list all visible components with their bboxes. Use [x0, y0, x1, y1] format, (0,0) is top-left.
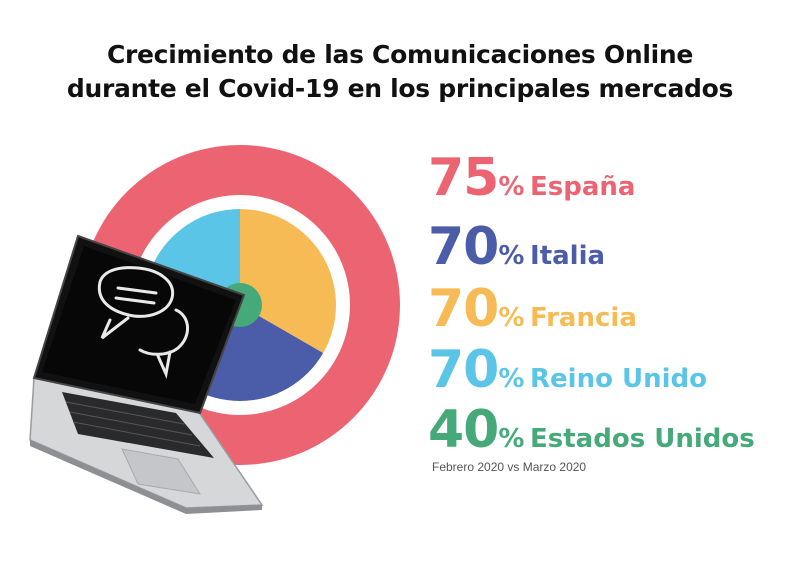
laptop-illustration — [29, 234, 264, 514]
stat-percent: % — [498, 172, 525, 202]
laptop-screen-inner — [42, 246, 236, 404]
laptop-trackpad — [121, 448, 202, 495]
slice-francia — [240, 209, 336, 353]
stat-country: Reino Unido — [530, 364, 708, 394]
stat-percent: % — [498, 364, 525, 394]
stat-percent: % — [498, 303, 525, 333]
stat-francia: 70% Francia — [428, 279, 637, 339]
laptop-base-edge — [30, 440, 262, 514]
title-line-2: durante el Covid-19 en los principales m… — [66, 74, 734, 103]
stat-country: Estados Unidos — [530, 424, 755, 454]
stat-country: España — [530, 172, 636, 202]
stat-number: 70 — [428, 340, 499, 400]
stat-number: 70 — [428, 217, 499, 277]
stat-percent: % — [498, 241, 525, 271]
chart-title: Crecimiento de las Comunicaciones Online… — [0, 38, 800, 106]
title-line-1: Crecimiento de las Comunicaciones Online — [106, 40, 694, 69]
stat-estados-unidos: 40% Estados Unidos — [428, 400, 755, 460]
stat-country: Italia — [530, 241, 606, 271]
stat-reino-unido: 70% Reino Unido — [428, 340, 707, 400]
stat-number: 40 — [428, 400, 499, 460]
chat-bubbles-icon — [97, 266, 189, 380]
stat-percent: % — [498, 424, 525, 454]
stat-country: Francia — [530, 303, 637, 333]
stat-number: 70 — [428, 279, 499, 339]
stat-italia: 70% Italia — [428, 217, 605, 277]
stat-espana: 75% España — [428, 148, 635, 208]
stat-number: 75 — [428, 148, 499, 208]
period-note: Febrero 2020 vs Marzo 2020 — [432, 460, 587, 474]
